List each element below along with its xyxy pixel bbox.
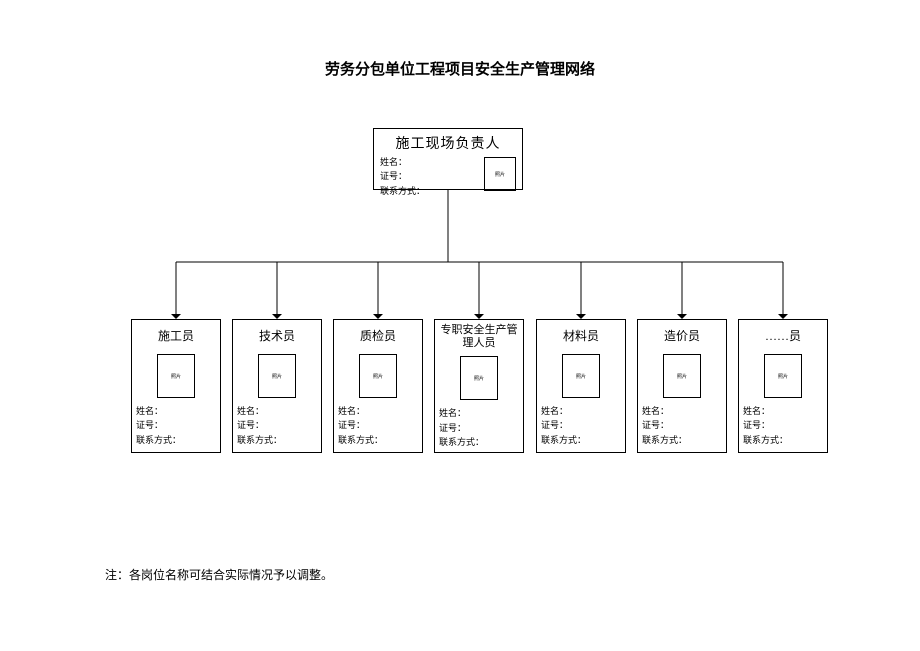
child-node-fields: 姓名：证号：联系方式：	[739, 404, 827, 451]
footnote: 注：各岗位名称可结合实际情况予以调整。	[105, 566, 333, 583]
child-node-title: 技术员	[233, 320, 321, 354]
child-node: ……员照片姓名：证号：联系方式：	[738, 319, 828, 453]
child-node-fields: 姓名：证号：联系方式：	[233, 404, 321, 451]
child-node-title: 材料员	[537, 320, 625, 354]
top-node: 施工现场负责人 姓名： 证号： 联系方式： 照片	[373, 128, 523, 190]
field-idno: 证号：	[380, 169, 478, 183]
child-node-title: 施工员	[132, 320, 220, 354]
photo-placeholder: 照片	[663, 354, 701, 398]
field-idno: 证号：	[439, 421, 519, 435]
field-idno: 证号：	[743, 418, 823, 432]
field-idno: 证号：	[642, 418, 722, 432]
field-idno: 证号：	[237, 418, 317, 432]
field-name: 姓名：	[136, 404, 216, 418]
field-contact: 联系方式：	[136, 433, 216, 447]
child-node-fields: 姓名：证号：联系方式：	[435, 406, 523, 453]
child-node-fields: 姓名：证号：联系方式：	[132, 404, 220, 451]
field-name: 姓名：	[642, 404, 722, 418]
child-node-fields: 姓名：证号：联系方式：	[638, 404, 726, 451]
photo-placeholder: 照片	[484, 157, 516, 191]
field-name: 姓名：	[237, 404, 317, 418]
child-node: 质检员照片姓名：证号：联系方式：	[333, 319, 423, 453]
child-node-fields: 姓名：证号：联系方式：	[537, 404, 625, 451]
field-contact: 联系方式：	[439, 435, 519, 449]
top-node-fields: 姓名： 证号： 联系方式：	[380, 155, 478, 198]
field-name: 姓名：	[439, 406, 519, 420]
child-node-title: 质检员	[334, 320, 422, 354]
field-name: 姓名：	[380, 155, 478, 169]
photo-placeholder: 照片	[562, 354, 600, 398]
photo-placeholder: 照片	[258, 354, 296, 398]
field-idno: 证号：	[541, 418, 621, 432]
photo-placeholder: 照片	[460, 356, 498, 400]
photo-placeholder: 照片	[359, 354, 397, 398]
child-node: 施工员照片姓名：证号：联系方式：	[131, 319, 221, 453]
field-contact: 联系方式：	[541, 433, 621, 447]
field-idno: 证号：	[338, 418, 418, 432]
child-node-fields: 姓名：证号：联系方式：	[334, 404, 422, 451]
field-contact: 联系方式：	[743, 433, 823, 447]
page-title: 劳务分包单位工程项目安全生产管理网络	[0, 58, 920, 79]
child-node: 造价员照片姓名：证号：联系方式：	[637, 319, 727, 453]
photo-placeholder: 照片	[764, 354, 802, 398]
field-contact: 联系方式：	[642, 433, 722, 447]
field-idno: 证号：	[136, 418, 216, 432]
field-name: 姓名：	[743, 404, 823, 418]
child-node: 专职安全生产管理人员照片姓名：证号：联系方式：	[434, 319, 524, 453]
field-contact: 联系方式：	[338, 433, 418, 447]
child-node-title: 专职安全生产管理人员	[435, 320, 523, 356]
child-node-title: ……员	[739, 320, 827, 354]
field-contact: 联系方式：	[237, 433, 317, 447]
child-node: 技术员照片姓名：证号：联系方式：	[232, 319, 322, 453]
field-contact: 联系方式：	[380, 184, 478, 198]
top-node-body: 姓名： 证号： 联系方式： 照片	[374, 155, 522, 202]
field-name: 姓名：	[338, 404, 418, 418]
field-name: 姓名：	[541, 404, 621, 418]
child-node-title: 造价员	[638, 320, 726, 354]
child-node: 材料员照片姓名：证号：联系方式：	[536, 319, 626, 453]
photo-placeholder: 照片	[157, 354, 195, 398]
top-node-title: 施工现场负责人	[374, 129, 522, 155]
